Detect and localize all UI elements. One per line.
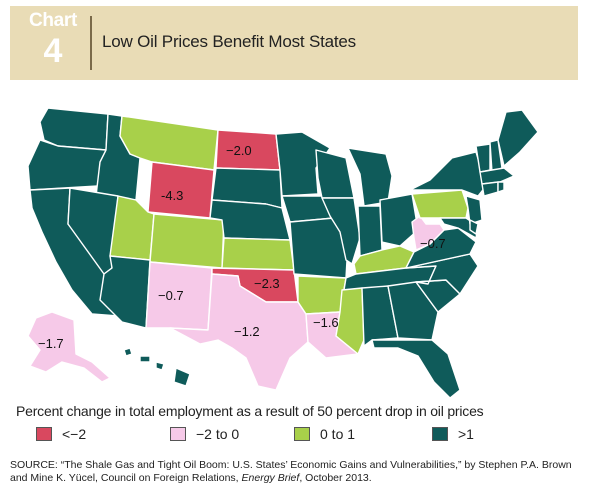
state-HI-3 bbox=[155, 361, 165, 371]
state-FL bbox=[371, 339, 461, 399]
legend-label: <−2 bbox=[62, 426, 87, 442]
state-MI bbox=[347, 147, 393, 207]
state-IL bbox=[321, 197, 361, 265]
state-OH bbox=[379, 193, 419, 247]
state-HI-1 bbox=[123, 347, 133, 357]
source-line-2-post: , October 2013. bbox=[299, 472, 372, 484]
label-NM: −0.7 bbox=[158, 288, 184, 303]
state-TX bbox=[169, 273, 309, 391]
header-divider bbox=[90, 16, 92, 70]
source-note: SOURCE: “The Shale Gas and Tight Oil Boo… bbox=[10, 459, 580, 485]
legend-swatch-pink bbox=[170, 427, 186, 441]
state-DE bbox=[469, 219, 479, 235]
label-AK: −1.7 bbox=[38, 336, 64, 351]
us-employment-map: −2.0 -4.3 −0.7 −2.3 −1.2 −1.6 −1.7 −0.7 bbox=[0, 92, 590, 404]
state-NJ bbox=[465, 195, 483, 225]
state-PA bbox=[411, 189, 469, 219]
state-NY bbox=[409, 151, 487, 197]
state-HI-4 bbox=[173, 367, 191, 387]
state-AK bbox=[27, 311, 111, 383]
state-WI bbox=[315, 149, 355, 199]
legend-label: >1 bbox=[458, 426, 474, 442]
state-CT bbox=[481, 181, 499, 197]
legend-swatch-green bbox=[294, 427, 310, 441]
label-TX: −1.2 bbox=[234, 324, 260, 339]
legend-label: −2 to 0 bbox=[196, 426, 240, 442]
state-IN bbox=[357, 205, 383, 257]
label-WY: -4.3 bbox=[161, 188, 183, 203]
chart-word: Chart bbox=[28, 10, 78, 31]
state-UT bbox=[109, 195, 155, 261]
chart-number: 4 bbox=[43, 32, 63, 70]
label-LA: −1.6 bbox=[313, 315, 339, 330]
label-ND: −2.0 bbox=[226, 143, 252, 158]
state-NC bbox=[405, 253, 479, 295]
state-MA bbox=[479, 167, 515, 185]
source-line-2: and Mine K. Yücel, Council on Foreign Re… bbox=[10, 472, 580, 485]
map-svg: −2.0 -4.3 −0.7 −2.3 −1.2 −1.6 −1.7 −0.7 bbox=[27, 107, 539, 399]
state-RI bbox=[497, 181, 505, 193]
state-GA bbox=[387, 281, 439, 341]
state-AR bbox=[297, 275, 347, 315]
legend: <−2 −2 to 0 0 to 1 >1 bbox=[0, 426, 590, 446]
state-MD bbox=[439, 217, 479, 239]
source-line-2-pre: and Mine K. Yücel, Council on Foreign Re… bbox=[10, 472, 242, 484]
legend-title: Percent change in total employment as a … bbox=[16, 403, 484, 419]
source-line-1: SOURCE: “The Shale Gas and Tight Oil Boo… bbox=[10, 459, 572, 471]
label-OK: −2.3 bbox=[254, 276, 280, 291]
source-publication: Energy Brief bbox=[241, 472, 300, 484]
state-MN bbox=[275, 131, 331, 197]
chart-badge: Chart 4 bbox=[22, 10, 84, 76]
legend-swatch-red bbox=[36, 427, 52, 441]
label-WV: −0.7 bbox=[420, 236, 446, 251]
state-HI-2 bbox=[139, 355, 151, 363]
legend-label: 0 to 1 bbox=[320, 426, 356, 442]
legend-swatch-teal bbox=[432, 427, 448, 441]
chart-title: Low Oil Prices Benefit Most States bbox=[102, 32, 356, 51]
state-AL bbox=[361, 285, 399, 347]
state-ME bbox=[497, 109, 539, 167]
state-KS bbox=[221, 237, 295, 271]
state-CO bbox=[149, 213, 225, 269]
chart-header: Chart 4 Low Oil Prices Benefit Most Stat… bbox=[10, 6, 578, 80]
